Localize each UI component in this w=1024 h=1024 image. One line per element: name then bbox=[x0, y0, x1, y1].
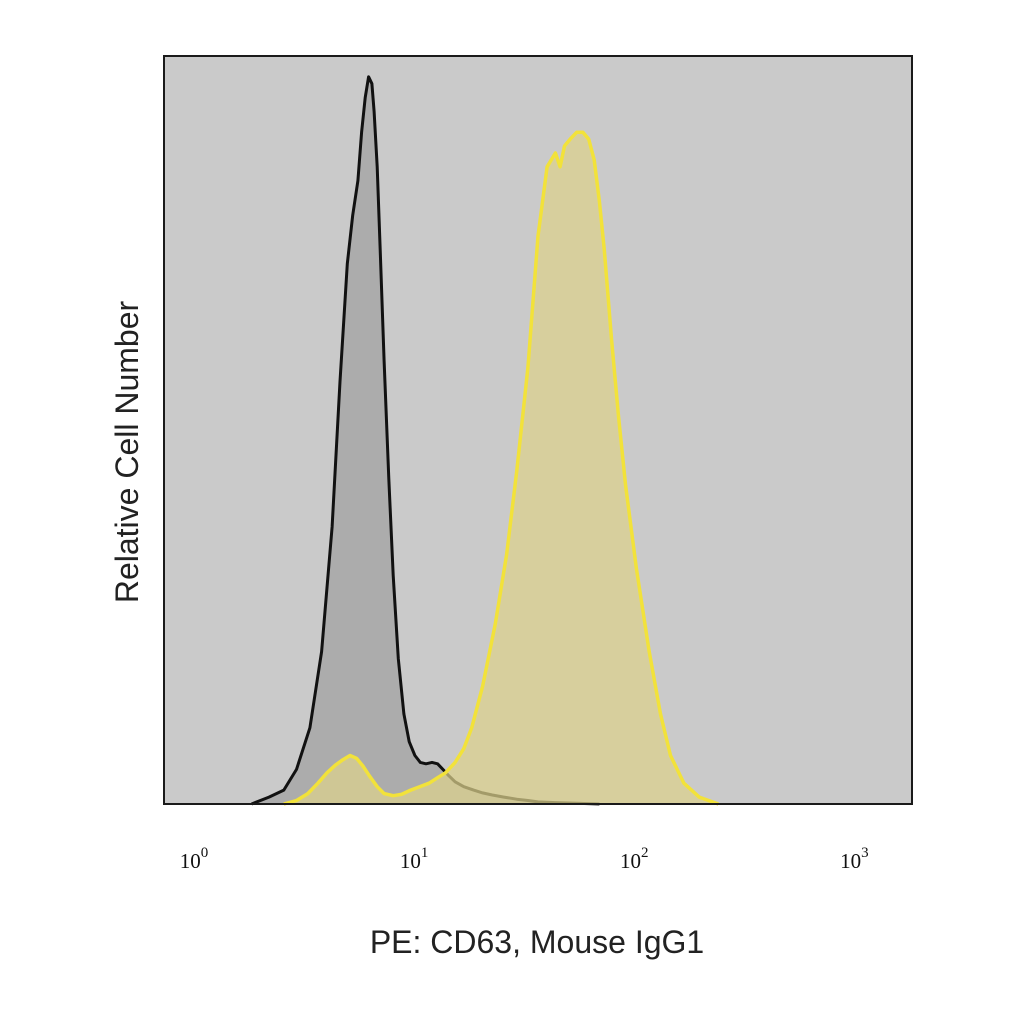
series-0-fill bbox=[251, 76, 600, 805]
x-tick-label-1: 101 bbox=[400, 845, 429, 873]
x-tick-exponent: 1 bbox=[421, 845, 429, 861]
x-tick-exponent: 0 bbox=[201, 845, 209, 861]
y-axis-label: Relative Cell Number bbox=[109, 300, 145, 603]
x-tick-label-2: 102 bbox=[620, 845, 649, 873]
x-tick-label-3: 103 bbox=[840, 845, 869, 873]
x-tick-label-0: 100 bbox=[180, 845, 209, 873]
x-tick-base: 10 bbox=[620, 849, 641, 873]
x-tick-exponent: 3 bbox=[861, 845, 869, 861]
series-layer bbox=[251, 75, 719, 806]
x-tick-base: 10 bbox=[400, 849, 421, 873]
x-axis-label: PE: CD63, Mouse IgG1 bbox=[370, 924, 704, 960]
x-tick-labels: 100 101 102 103 bbox=[180, 845, 869, 873]
x-tick-exponent: 2 bbox=[641, 845, 649, 861]
series-1-fill bbox=[283, 132, 719, 804]
series-1-line bbox=[283, 130, 719, 806]
x-tick-base: 10 bbox=[840, 849, 861, 873]
plot-frame bbox=[163, 55, 913, 805]
x-tick-base: 10 bbox=[180, 849, 201, 873]
